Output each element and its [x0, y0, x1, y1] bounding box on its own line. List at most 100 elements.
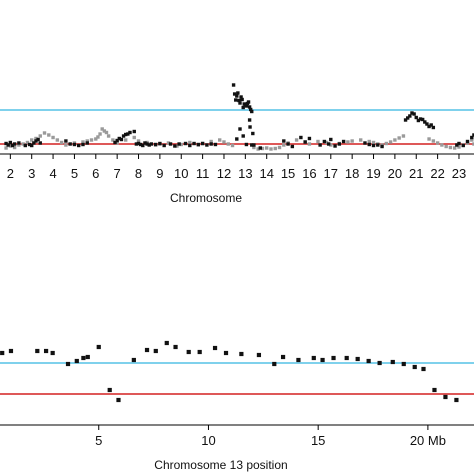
- data-point: [251, 131, 255, 136]
- data-point: [401, 361, 406, 367]
- data-point: [457, 145, 461, 149]
- x-tick-label: 5: [71, 166, 78, 181]
- data-point: [311, 355, 316, 361]
- data-point: [85, 354, 90, 360]
- data-point: [236, 91, 240, 95]
- data-point: [246, 100, 251, 104]
- data-point: [8, 140, 13, 145]
- data-point: [260, 146, 265, 151]
- data-point: [286, 142, 290, 146]
- data-point: [380, 144, 384, 149]
- data-point: [136, 141, 141, 146]
- x-tick-label: 5: [95, 433, 102, 448]
- data-point: [153, 142, 158, 147]
- data-point: [344, 355, 349, 361]
- data-point: [68, 142, 72, 146]
- data-point: [455, 143, 459, 147]
- x-tick-label: 22: [430, 166, 444, 181]
- data-point: [250, 143, 254, 147]
- data-point: [188, 140, 192, 145]
- data-point: [81, 355, 86, 361]
- data-point: [401, 134, 406, 138]
- data-point: [322, 139, 327, 144]
- x-tick-label: 17: [324, 166, 338, 181]
- series-gray-points: [4, 127, 474, 151]
- data-point: [363, 141, 367, 145]
- data-point: [429, 123, 433, 127]
- data-point: [209, 139, 213, 144]
- data-point: [282, 139, 286, 143]
- data-point: [350, 139, 354, 143]
- data-point: [17, 143, 21, 147]
- data-point: [59, 140, 64, 145]
- x-tick-label: 15: [311, 433, 325, 448]
- data-point: [238, 127, 242, 131]
- data-point: [4, 146, 8, 150]
- data-point: [30, 143, 34, 148]
- series-dark-points: [4, 83, 474, 150]
- data-point: [435, 141, 440, 145]
- data-point: [149, 142, 154, 146]
- x-tick-label: 15: [281, 166, 295, 181]
- data-point: [173, 144, 177, 148]
- data-point: [457, 141, 461, 146]
- data-point: [23, 143, 27, 148]
- x-tick-label: 9: [156, 166, 163, 181]
- data-point: [128, 130, 132, 135]
- data-point: [200, 141, 205, 146]
- data-point: [333, 144, 337, 148]
- x-axis-ticks: 5 10 15 20 Mb: [95, 425, 446, 448]
- x-tick-label: 11: [196, 166, 210, 181]
- data-point: [196, 142, 201, 147]
- data-point: [390, 359, 395, 365]
- data-point: [111, 138, 115, 142]
- data-point: [234, 98, 238, 102]
- data-point: [232, 92, 237, 96]
- data-point: [96, 135, 100, 139]
- data-point: [64, 139, 68, 143]
- data-point: [134, 142, 139, 146]
- data-point: [10, 143, 15, 148]
- genome-wide-chart: 2 3 4 5 6 7 8 9 10 11 12 13 14 15 16 17 18 19 20 21 22 23 Chr…: [0, 83, 474, 205]
- data-point: [427, 137, 431, 141]
- data-point: [239, 351, 244, 357]
- data-point: [47, 133, 51, 137]
- data-point: [34, 136, 38, 141]
- data-point: [38, 141, 42, 145]
- data-point: [197, 349, 202, 355]
- data-point: [282, 143, 286, 147]
- data-point: [247, 118, 252, 122]
- data-point: [231, 83, 236, 87]
- x-tick-label: 23: [452, 166, 466, 181]
- data-point: [366, 358, 371, 364]
- data-point: [244, 142, 249, 147]
- data-point: [0, 350, 5, 356]
- chromosome-13-chart: 5 10 15 20 Mb Chromosome 13 position: [0, 340, 474, 472]
- data-point: [183, 141, 188, 146]
- data-point: [145, 142, 149, 146]
- x-axis-ticks: 2 3 4 5 6 7 8 9 10 11 12 13 14 15 16 17 18 19 20 21 22 23: [7, 154, 466, 181]
- data-point: [115, 141, 119, 145]
- data-point: [416, 118, 421, 123]
- data-point: [239, 95, 243, 99]
- data-point: [119, 137, 124, 142]
- data-point: [420, 117, 425, 122]
- data-point: [277, 145, 282, 150]
- data-point: [307, 142, 312, 146]
- x-tick-label: 20 Mb: [410, 433, 446, 448]
- data-point: [346, 140, 350, 144]
- data-point: [100, 127, 104, 131]
- data-point: [121, 134, 126, 138]
- data-point: [337, 142, 342, 146]
- data-point: [418, 117, 423, 121]
- data-point: [107, 387, 112, 393]
- data-point: [318, 143, 322, 147]
- data-point: [329, 137, 333, 142]
- x-tick-label: 13: [238, 166, 252, 181]
- data-point: [367, 139, 371, 144]
- data-point: [303, 140, 307, 144]
- data-point: [235, 94, 239, 98]
- x-tick-label: 3: [28, 166, 35, 181]
- data-point: [50, 350, 55, 356]
